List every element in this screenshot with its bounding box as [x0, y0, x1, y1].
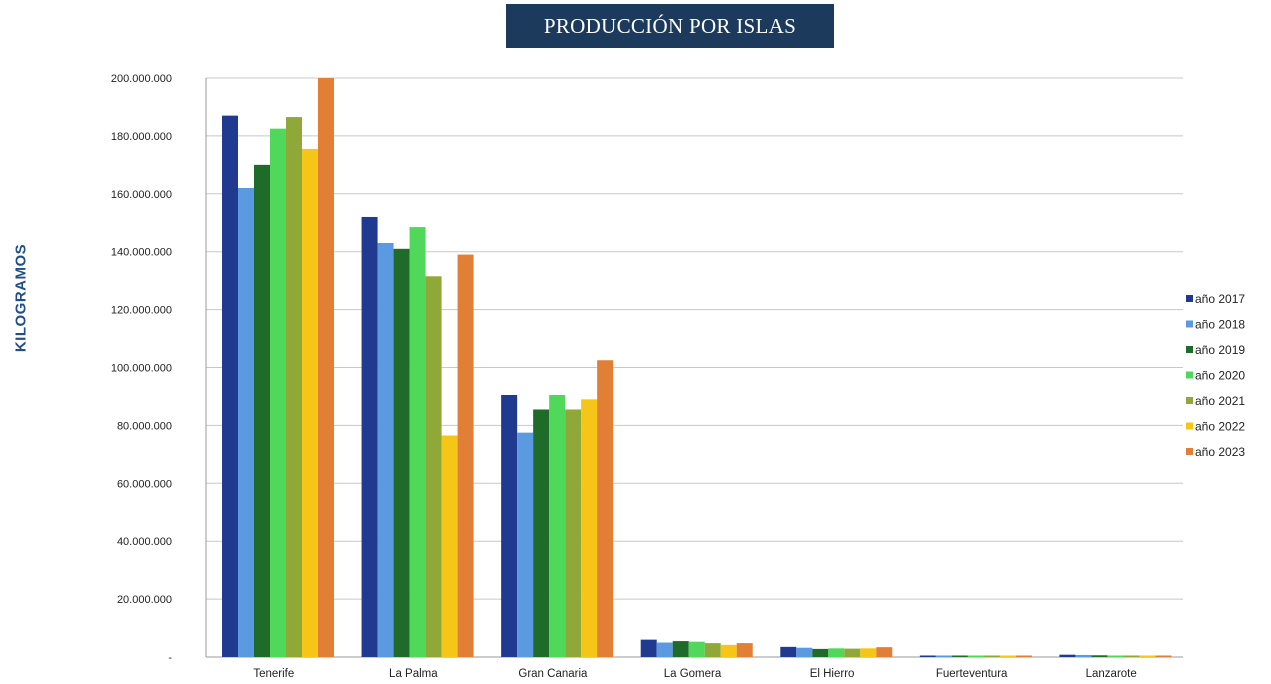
y-tick-label: 60.000.000 [117, 478, 172, 490]
y-tick-label: 180.000.000 [111, 131, 172, 143]
bar [409, 227, 426, 657]
legend-label: año 2021 [1195, 394, 1245, 408]
bar [640, 639, 657, 657]
bar [425, 276, 442, 657]
bar [844, 648, 861, 657]
bar [1015, 655, 1032, 657]
legend-label: año 2022 [1195, 420, 1245, 434]
bar [999, 655, 1016, 657]
bar [254, 164, 270, 657]
bar [318, 78, 334, 657]
y-tick-label: 160.000.000 [111, 189, 172, 201]
legend-label: año 2019 [1195, 343, 1245, 357]
bar [533, 409, 550, 657]
bar [672, 641, 689, 657]
bar [1059, 654, 1076, 657]
y-tick-label: 140.000.000 [111, 247, 172, 259]
bar [286, 117, 302, 657]
y-tick-label: 80.000.000 [117, 420, 172, 432]
x-tick-label: Tenerife [253, 668, 294, 680]
bar [1139, 655, 1156, 657]
bar [828, 648, 845, 657]
bar [983, 655, 1000, 657]
bar [967, 655, 984, 657]
bar [270, 128, 286, 658]
bar [935, 655, 952, 657]
x-tick-label: La Palma [389, 668, 438, 680]
y-tick-label: 120.000.000 [111, 305, 172, 317]
y-tick-label: 40.000.000 [117, 536, 172, 548]
bar [581, 399, 598, 657]
legend-swatch [1186, 448, 1193, 455]
bar [780, 646, 797, 657]
legend-swatch [1186, 371, 1193, 379]
bar [361, 216, 378, 657]
bar [1075, 654, 1092, 657]
legend-label: año 2017 [1195, 292, 1245, 306]
legend-swatch [1186, 397, 1193, 404]
legend-swatch [1186, 295, 1193, 302]
bar [549, 395, 566, 657]
bar [812, 648, 829, 657]
bar [377, 243, 394, 657]
bar [704, 643, 721, 657]
legend-swatch [1186, 422, 1193, 430]
x-tick-label: El Hierro [810, 668, 855, 680]
bar [441, 435, 458, 657]
bar [302, 148, 318, 658]
legend-label: año 2020 [1195, 369, 1245, 383]
bar [517, 432, 534, 657]
bar [1155, 655, 1172, 657]
bar [736, 643, 753, 657]
y-tick-label: 100.000.000 [111, 363, 172, 375]
legend-swatch [1186, 346, 1193, 353]
bar [1091, 655, 1108, 657]
bar [238, 188, 254, 657]
chart-title-box: PRODUCCIÓN POR ISLAS [506, 4, 834, 48]
bar [565, 409, 582, 657]
y-tick-label: 20.000.000 [117, 594, 172, 606]
bar [688, 641, 705, 657]
bar [951, 655, 968, 657]
legend-swatch [1186, 320, 1193, 328]
bar [919, 655, 936, 657]
bar [876, 647, 893, 657]
x-tick-label: Gran Canaria [518, 668, 588, 680]
bar [1107, 655, 1124, 657]
bar [860, 648, 877, 657]
chart-title: PRODUCCIÓN POR ISLAS [543, 13, 797, 38]
x-tick-label: Lanzarote [1086, 668, 1137, 680]
bar [796, 647, 813, 657]
bar [501, 395, 518, 657]
y-tick-label: - [168, 652, 172, 664]
bar [393, 248, 410, 657]
x-tick-label: Fuerteventura [936, 668, 1008, 680]
legend-label: año 2018 [1195, 318, 1245, 332]
y-tick-label: 200.000.000 [111, 73, 172, 85]
bar [1123, 655, 1140, 657]
bar [457, 254, 474, 657]
bar [720, 644, 737, 657]
x-tick-label: La Gomera [664, 668, 722, 680]
bar [656, 642, 673, 657]
bar [597, 360, 614, 657]
legend-label: año 2023 [1195, 445, 1245, 459]
bar [222, 115, 238, 657]
